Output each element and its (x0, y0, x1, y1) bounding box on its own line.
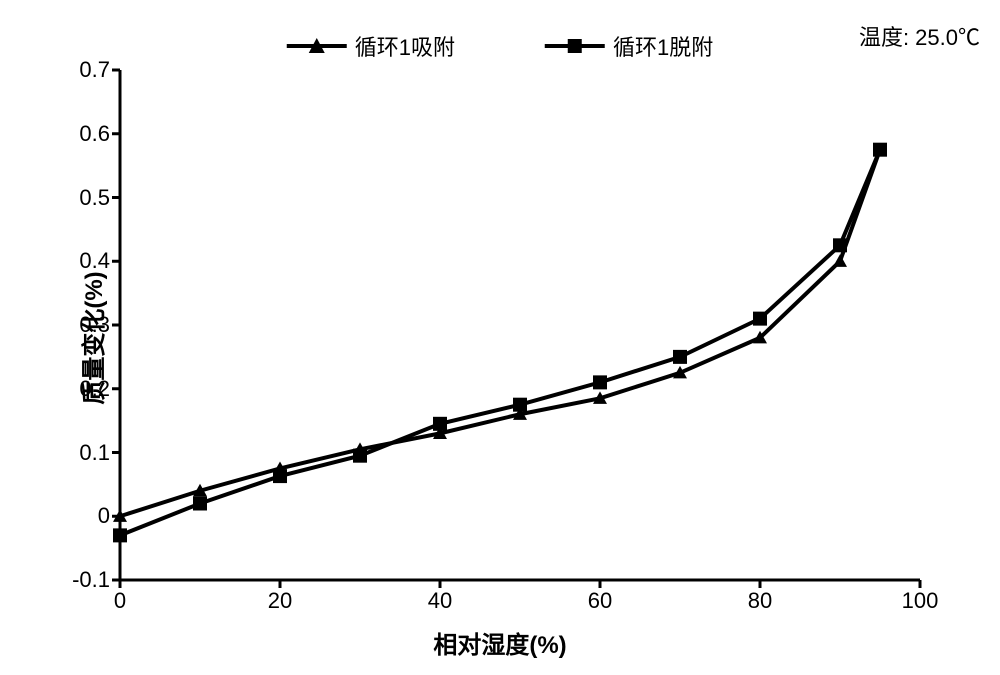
legend: 循环1吸附 循环1脱附 (287, 30, 714, 62)
y-tick-label: 0 (98, 503, 110, 529)
legend-item-adsorption: 循环1吸附 (287, 30, 455, 62)
x-tick-label: 40 (428, 588, 452, 614)
y-tick-label: 0.7 (79, 57, 110, 83)
y-tick-label: 0.2 (79, 376, 110, 402)
y-tick-label: -0.1 (72, 567, 110, 593)
chart-svg (120, 70, 920, 580)
y-tick-label: 0.5 (79, 185, 110, 211)
x-tick-label: 60 (588, 588, 612, 614)
legend-label-adsorption: 循环1吸附 (355, 30, 455, 62)
y-tick-label: 0.6 (79, 121, 110, 147)
y-tick-label: 0.4 (79, 248, 110, 274)
figure-container: 温度: 25.0℃ 循环1吸附 循环1脱附 质量变化(%) 相对湿度(%) -0… (0, 0, 1000, 675)
legend-marker-square (545, 36, 605, 56)
legend-item-desorption: 循环1脱附 (545, 30, 713, 62)
temperature-label: 温度: 25.0℃ (859, 20, 980, 52)
legend-marker-triangle (287, 36, 347, 56)
x-tick-label: 100 (902, 588, 939, 614)
x-tick-label: 20 (268, 588, 292, 614)
x-tick-label: 80 (748, 588, 772, 614)
x-axis-label: 相对湿度(%) (433, 625, 566, 660)
y-tick-label: 0.1 (79, 440, 110, 466)
plot-area: -0.100.10.20.30.40.50.60.7020406080100 (120, 70, 920, 580)
x-tick-label: 0 (114, 588, 126, 614)
legend-label-desorption: 循环1脱附 (613, 30, 713, 62)
y-tick-label: 0.3 (79, 312, 110, 338)
